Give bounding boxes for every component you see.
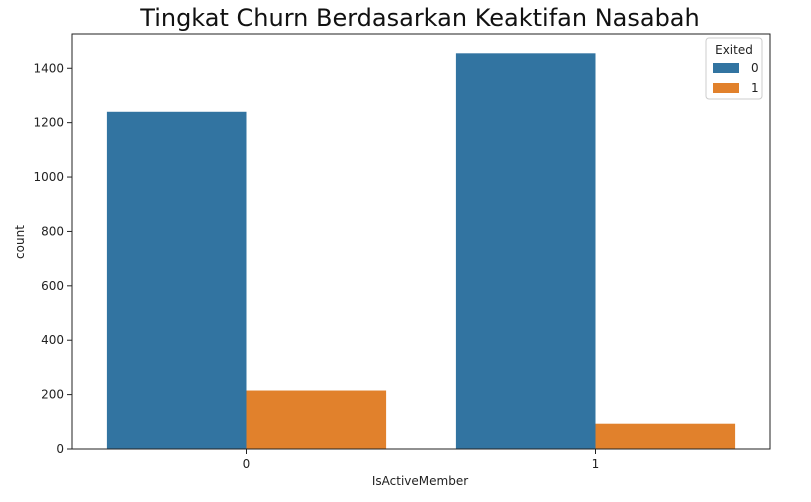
y-tick-label: 1000 bbox=[33, 170, 64, 184]
x-tick-label: 0 bbox=[243, 457, 251, 471]
y-tick-label: 400 bbox=[41, 333, 64, 347]
plot-area: 0 1 0 200 400 600 800 1000 1200 1400 bbox=[33, 33, 771, 471]
x-axis-label: IsActiveMember bbox=[372, 474, 468, 488]
x-tick-label: 1 bbox=[592, 457, 600, 471]
chart-title: Tingkat Churn Berdasarkan Keaktifan Nasa… bbox=[139, 4, 699, 32]
legend-title: Exited bbox=[715, 43, 753, 57]
bar bbox=[595, 423, 736, 449]
legend-swatch bbox=[713, 63, 739, 73]
y-tick-label: 0 bbox=[56, 442, 64, 456]
legend-swatch bbox=[713, 83, 739, 93]
bar bbox=[106, 111, 247, 449]
bar bbox=[455, 53, 596, 449]
legend-label: 0 bbox=[751, 61, 759, 75]
legend-label: 1 bbox=[751, 81, 759, 95]
y-axis-label: count bbox=[13, 225, 27, 259]
plot-frame bbox=[71, 33, 771, 450]
y-tick-label: 1200 bbox=[33, 116, 64, 130]
y-tick-label: 800 bbox=[41, 224, 64, 238]
y-tick-label: 1400 bbox=[33, 61, 64, 75]
bar bbox=[246, 390, 387, 449]
legend: Exited 0 1 bbox=[705, 37, 763, 100]
y-tick-label: 600 bbox=[41, 279, 64, 293]
y-tick-label: 200 bbox=[41, 388, 64, 402]
